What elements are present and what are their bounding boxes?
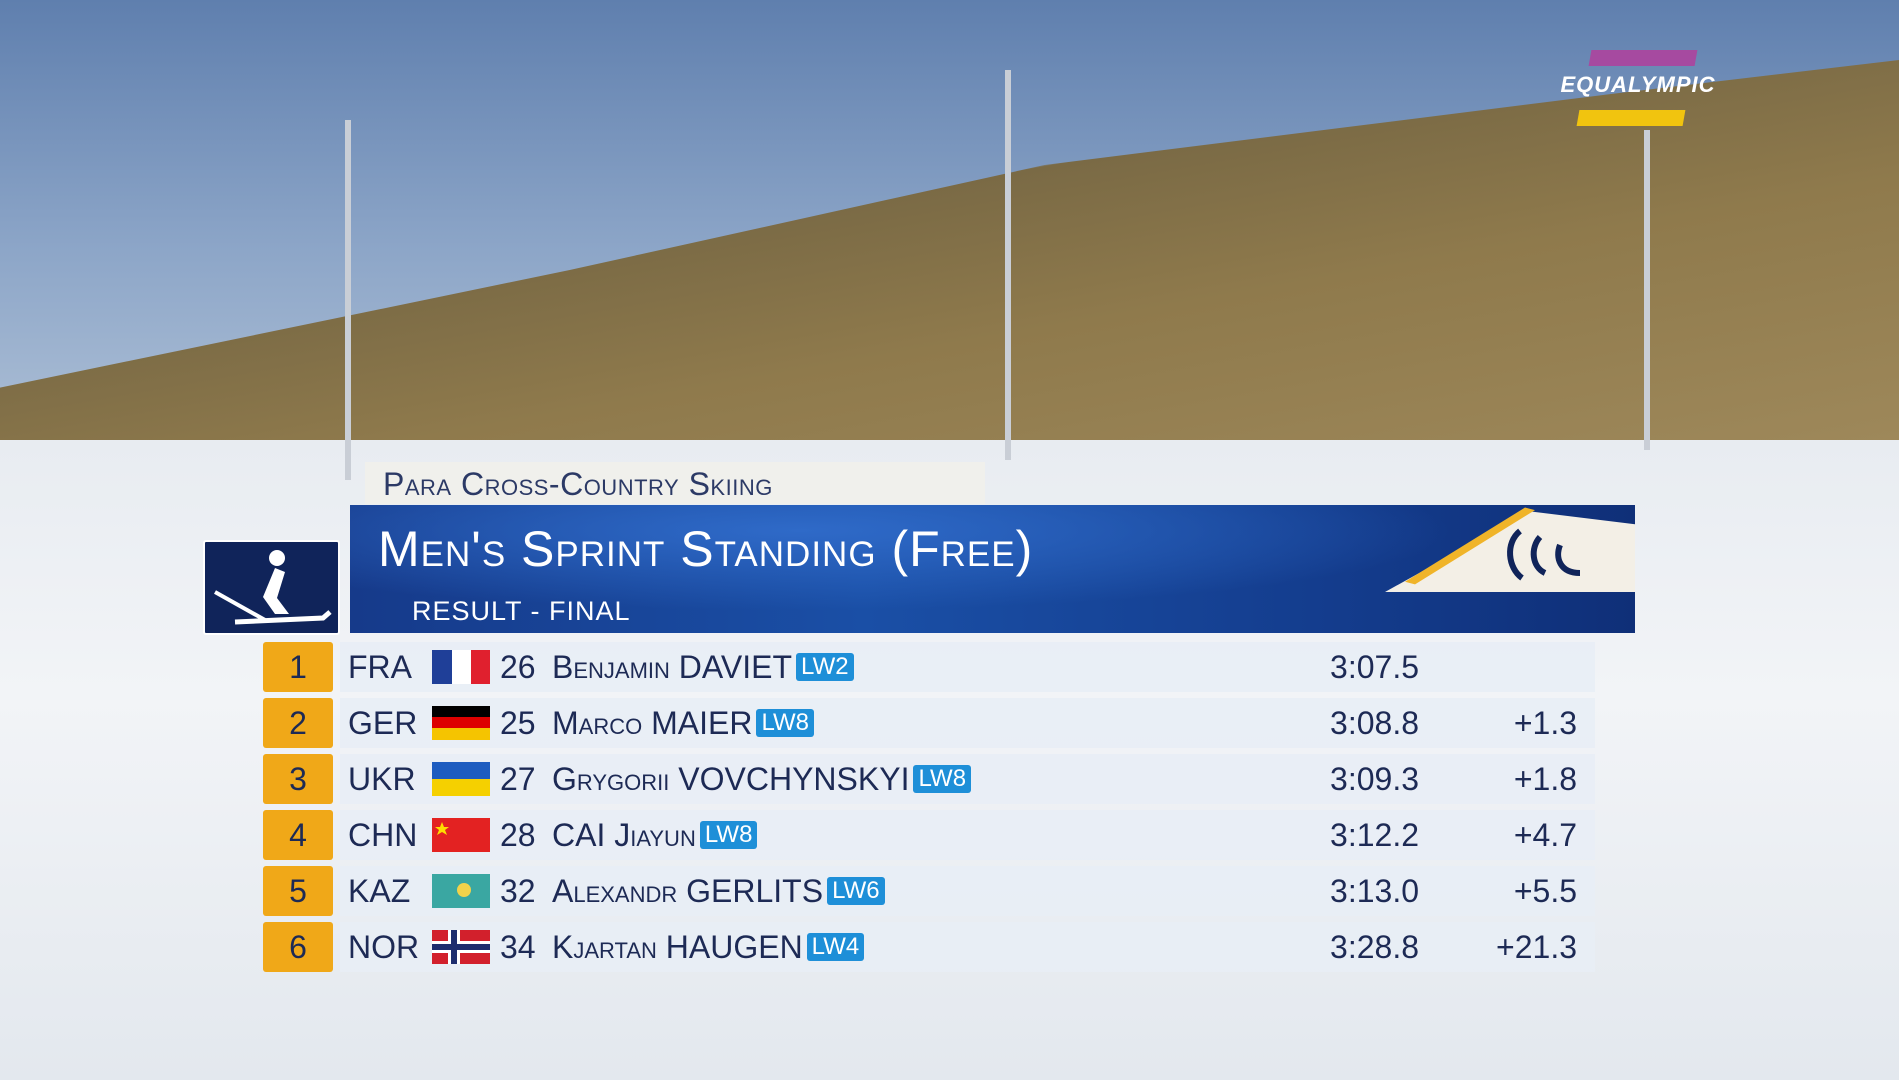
result-strip: UKR 27 Grygorii VOVCHYNSKYI LW8 3:09.3 +1… [340, 754, 1595, 804]
bib-number: 27 [500, 761, 536, 797]
result-row: 4 CHN 28 CAI Jiayun LW8 3:12.2 +4.7 [263, 810, 1595, 860]
athlete-name: CAI Jiayun [552, 817, 696, 853]
rank-badge: 4 [263, 810, 333, 860]
finish-time: 3:09.3 [1330, 761, 1419, 797]
time-behind: +21.3 [1496, 929, 1577, 965]
paralympic-agitos-icon [1507, 528, 1581, 581]
finish-time: 3:08.8 [1330, 705, 1419, 741]
athlete-name-group: Alexandr GERLITS LW6 [552, 866, 885, 916]
nation-code: UKR [348, 761, 416, 797]
time-behind: +1.3 [1513, 705, 1577, 741]
result-row: 5 KAZ 32 Alexandr GERLITS LW6 3:13.0 +5.5 [263, 866, 1595, 916]
result-row: 1 FRA 26 Benjamin DAVIET LW2 3:07.5 [263, 642, 1595, 692]
sport-class-badge: LW8 [699, 821, 758, 849]
broadcaster-logo: EQUALYMPIC [1548, 48, 1728, 128]
athlete-name-group: Grygorii VOVCHYNSKYI LW8 [552, 754, 972, 804]
bib-number: 34 [500, 929, 536, 965]
broadcaster-logo-text: EQUALYMPIC [1560, 72, 1716, 97]
finish-time: 3:07.5 [1330, 649, 1419, 685]
sport-class-badge: LW6 [827, 877, 885, 905]
bib-number: 32 [500, 873, 536, 909]
rank-badge: 2 [263, 698, 333, 748]
floodlight-pole [345, 120, 351, 480]
sport-class-badge: LW4 [806, 933, 865, 961]
nation-code: GER [348, 705, 418, 741]
event-subtitle: RESULT - FINAL [412, 596, 631, 626]
athlete-name-group: Benjamin DAVIET LW2 [552, 642, 854, 692]
sport-class-badge: LW8 [756, 709, 815, 737]
result-strip: NOR 34 Kjartan HAUGEN LW4 3:28.8 +21.3 [340, 922, 1595, 972]
athlete-name-group: Marco MAIER LW8 [552, 698, 815, 748]
sport-class-badge: LW2 [796, 653, 854, 681]
athlete-name: Kjartan HAUGEN [552, 929, 803, 965]
germany-flag-icon [432, 706, 490, 740]
athlete-name: Benjamin DAVIET [552, 649, 792, 685]
event-title-banner: Men's Sprint Standing (Free) RESULT - FI… [350, 505, 1635, 633]
sit-ski-pictogram-icon [203, 540, 340, 635]
finish-time: 3:12.2 [1330, 817, 1419, 853]
time-behind: +1.8 [1513, 761, 1577, 797]
china-flag-icon [432, 818, 490, 852]
athlete-name: Grygorii VOVCHYNSKYI [552, 761, 910, 797]
nation-code: KAZ [348, 873, 411, 909]
time-behind: +4.7 [1513, 817, 1577, 853]
result-strip: FRA 26 Benjamin DAVIET LW2 3:07.5 [340, 642, 1595, 692]
nation-code: NOR [348, 929, 420, 965]
result-strip: KAZ 32 Alexandr GERLITS LW6 3:13.0 +5.5 [340, 866, 1595, 916]
rank-badge: 5 [263, 866, 333, 916]
ukraine-flag-icon [432, 762, 490, 796]
kazakhstan-flag-icon [432, 874, 490, 908]
nation-code: FRA [348, 649, 412, 685]
nation-code: CHN [348, 817, 418, 853]
sport-class-badge: LW8 [913, 765, 972, 793]
result-row: 3 UKR 27 Grygorii VOVCHYNSKYI LW8 3:09.3 … [263, 754, 1595, 804]
athlete-name: Marco MAIER [552, 705, 753, 741]
floodlight-pole [1005, 70, 1011, 460]
event-title: Men's Sprint Standing (Free) [378, 521, 1034, 577]
result-row: 6 NOR 34 Kjartan HAUGEN LW4 3:28.8 +21.3 [263, 922, 1595, 972]
france-flag-icon [432, 650, 490, 684]
athlete-name-group: CAI Jiayun LW8 [552, 810, 758, 860]
sport-label: Para Cross-Country Skiing [365, 462, 985, 504]
bib-number: 28 [500, 817, 536, 853]
rank-badge: 6 [263, 922, 333, 972]
result-row: 2 GER 25 Marco MAIER LW8 3:08.8 +1.3 [263, 698, 1595, 748]
floodlight-pole [1644, 130, 1650, 450]
finish-time: 3:28.8 [1330, 929, 1419, 965]
result-strip: CHN 28 CAI Jiayun LW8 3:12.2 +4.7 [340, 810, 1595, 860]
time-behind: +5.5 [1513, 873, 1577, 909]
finish-time: 3:13.0 [1330, 873, 1419, 909]
rank-badge: 3 [263, 754, 333, 804]
result-strip: GER 25 Marco MAIER LW8 3:08.8 +1.3 [340, 698, 1595, 748]
athlete-name: Alexandr GERLITS [552, 873, 824, 909]
norway-flag-icon [432, 930, 490, 964]
athlete-name-group: Kjartan HAUGEN LW4 [552, 922, 865, 972]
bib-number: 25 [500, 705, 536, 741]
rank-badge: 1 [263, 642, 333, 692]
bib-number: 26 [500, 649, 536, 685]
